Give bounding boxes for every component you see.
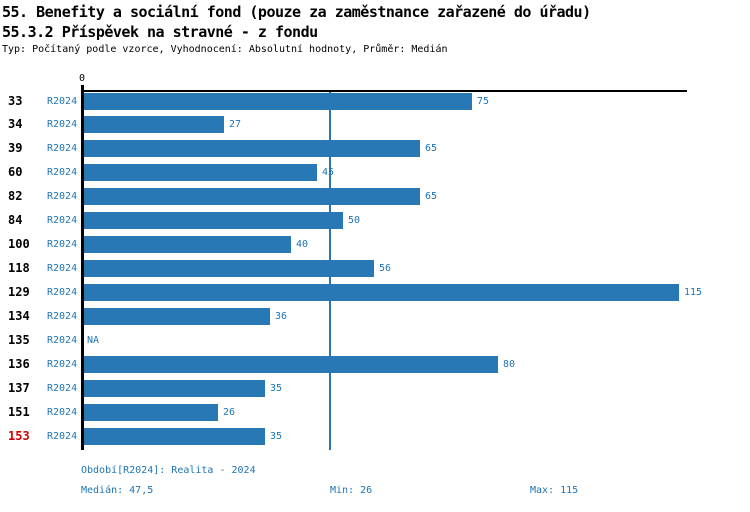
- x-axis-zero-tick-label: 0: [78, 73, 86, 84]
- bar: [84, 140, 420, 157]
- category-label: 135: [8, 333, 30, 347]
- value-label: 40: [296, 239, 309, 250]
- value-label: 27: [229, 119, 242, 130]
- category-label: 84: [8, 213, 23, 227]
- series-label: R2024: [47, 143, 78, 154]
- category-label: 118: [8, 261, 30, 275]
- page-title: 55. Benefity a sociální fond (pouze za z…: [2, 3, 591, 21]
- series-label: R2024: [47, 167, 78, 178]
- page-subtitle: 55.3.2 Příspěvek na stravné - z fondu: [2, 23, 318, 41]
- value-label: 45: [322, 167, 335, 178]
- bar: [84, 164, 317, 181]
- bar: [84, 380, 265, 397]
- series-label: R2024: [47, 359, 78, 370]
- bar: [84, 93, 472, 110]
- bar: [84, 188, 420, 205]
- category-label: 33: [8, 94, 23, 108]
- category-label: 39: [8, 141, 23, 155]
- series-label: R2024: [47, 287, 78, 298]
- bar: [84, 260, 374, 277]
- series-label: R2024: [47, 335, 78, 346]
- bar: [84, 236, 291, 253]
- value-label: 36: [275, 311, 288, 322]
- footer-max: Max: 115: [530, 485, 579, 496]
- value-label: 35: [270, 383, 283, 394]
- value-label: 35: [270, 431, 283, 442]
- bar: [84, 308, 270, 325]
- bar: [84, 212, 343, 229]
- series-label: R2024: [47, 191, 78, 202]
- category-label: 129: [8, 285, 30, 299]
- y-axis-line: [81, 85, 84, 450]
- category-label: 134: [8, 309, 30, 323]
- value-label: 50: [348, 215, 361, 226]
- footer-period: Období[R2024]: Realita - 2024: [81, 465, 256, 476]
- value-label: 56: [379, 263, 392, 274]
- series-label: R2024: [47, 239, 78, 250]
- series-label: R2024: [47, 215, 78, 226]
- category-label: 60: [8, 165, 23, 179]
- x-axis-line: [82, 90, 687, 92]
- category-label: 100: [8, 237, 30, 251]
- series-label: R2024: [47, 96, 78, 107]
- category-label: 136: [8, 357, 30, 371]
- value-label: 65: [425, 191, 438, 202]
- value-label: 65: [425, 143, 438, 154]
- bar: [84, 284, 679, 301]
- bar: [84, 356, 498, 373]
- series-label: R2024: [47, 407, 78, 418]
- bar: [84, 428, 265, 445]
- value-label: 115: [684, 287, 703, 298]
- footer-median: Medián: 47,5: [81, 485, 154, 496]
- bar: [84, 116, 224, 133]
- value-label: 80: [503, 359, 516, 370]
- footer-min: Min: 26: [330, 485, 373, 496]
- category-label: 151: [8, 405, 30, 419]
- category-label: 82: [8, 189, 23, 203]
- series-label: R2024: [47, 383, 78, 394]
- series-label: R2024: [47, 263, 78, 274]
- category-label: 153: [8, 429, 30, 443]
- value-label: 75: [477, 96, 490, 107]
- series-label: R2024: [47, 431, 78, 442]
- series-label: R2024: [47, 119, 78, 130]
- chart-meta-info: Typ: Počítaný podle vzorce, Vyhodnocení:…: [2, 44, 448, 55]
- category-label: 34: [8, 117, 23, 131]
- bar: [84, 404, 218, 421]
- value-label: 26: [223, 407, 236, 418]
- series-label: R2024: [47, 311, 78, 322]
- category-label: 137: [8, 381, 30, 395]
- na-value-label: NA: [87, 335, 100, 346]
